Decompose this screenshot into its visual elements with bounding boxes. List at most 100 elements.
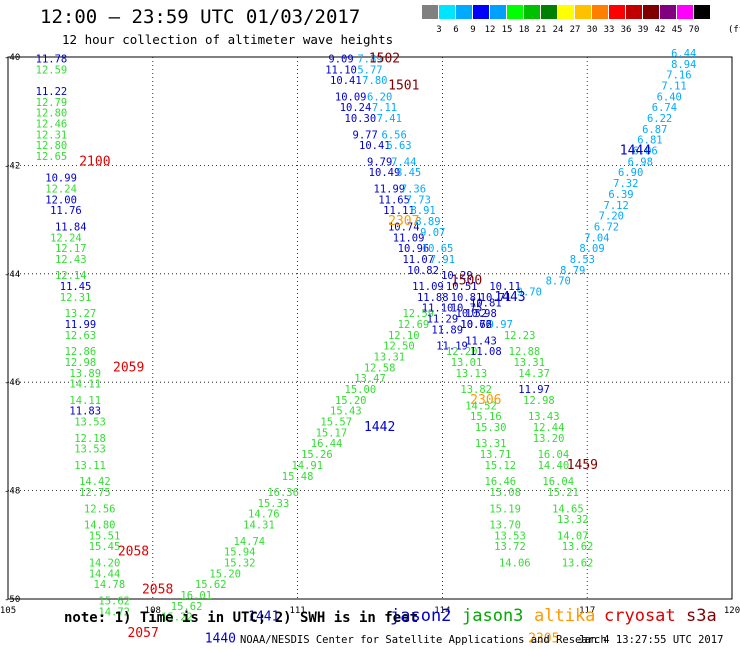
swh-value-label: 14.20	[89, 557, 121, 569]
swh-value-label: 10.98	[465, 308, 497, 320]
swh-value-label: 12.56	[84, 503, 116, 515]
swh-value-label: 6.39	[608, 189, 633, 201]
swh-value-label: 15.45	[89, 541, 121, 553]
swh-value-label: 15.20	[209, 568, 241, 580]
scale-swatch	[473, 5, 489, 19]
swh-value-label: 10.30	[345, 113, 377, 125]
swh-value-label: 9.79	[367, 156, 392, 168]
scale-swatch	[643, 5, 659, 19]
scale-swatch	[456, 5, 472, 19]
swh-value-label: 11.22	[36, 86, 68, 98]
swh-value-label: 13.31	[374, 352, 406, 364]
swh-value-label: 15.94	[224, 547, 256, 559]
pass-time-label: 2057	[127, 626, 158, 641]
swh-value-label: 11.19	[436, 341, 468, 353]
legend-item-jason3: jason3	[462, 606, 524, 626]
swh-value-label: 9.07	[420, 227, 445, 239]
pass-time-label: 1443	[494, 290, 525, 305]
x-tick-label: 120	[724, 606, 740, 616]
swh-value-label: 13.47	[354, 373, 386, 385]
pass-time-label: 1444	[620, 144, 651, 159]
swh-value-label: 14.65	[552, 503, 584, 515]
scale-label: 18	[518, 25, 530, 35]
swh-value-label: 6.56	[381, 129, 406, 141]
scale-label: 21	[535, 25, 547, 35]
swh-value-label: 15.48	[282, 471, 314, 483]
swh-value-label: 16.46	[485, 476, 517, 488]
swh-value-label: 8.94	[671, 59, 696, 71]
swh-value-label: 10.11	[489, 281, 521, 293]
swh-value-label: 13.20	[533, 433, 565, 445]
swh-value-label: 6.06	[632, 146, 657, 158]
swh-value-label: 12.98	[65, 357, 97, 369]
legend-item-jason2: jason2	[390, 606, 452, 626]
swh-value-label: 11.99	[65, 319, 97, 331]
timestamp-text: Jan 4 13:27:55 UTC 2017	[578, 634, 724, 646]
scale-label: 36	[620, 25, 632, 35]
swh-value-label: 13.11	[74, 460, 106, 472]
swh-value-label: 6.72	[594, 221, 619, 233]
scale-label: 70	[688, 25, 700, 35]
swh-value-label: 12.24	[45, 184, 77, 196]
y-tick-label: -44	[4, 270, 20, 280]
swh-value-label: 15.26	[301, 449, 333, 461]
pass-time-label: 1500	[451, 274, 482, 289]
swh-value-label: 6.40	[657, 91, 682, 103]
swh-value-label: 15.20	[335, 395, 367, 407]
swh-value-label: 15.00	[345, 384, 377, 396]
swh-value-label: 10.74	[388, 221, 420, 233]
swh-value-label: 7.36	[401, 184, 426, 196]
swh-value-label: 10.24	[340, 102, 372, 114]
swh-value-label: 15.22	[161, 612, 193, 624]
swh-value-label: 11.10	[422, 303, 454, 315]
pass-time-label: 1459	[567, 458, 598, 473]
swh-value-label: 12.18	[74, 433, 106, 445]
swh-value-label: 12.88	[509, 346, 541, 358]
swh-value-label: 10.81	[470, 297, 502, 309]
scale-label: 30	[586, 25, 598, 35]
swh-value-label: 10.72	[460, 319, 492, 331]
swh-value-label: 12.80	[36, 140, 68, 152]
swh-value-label: 10.41	[330, 75, 362, 87]
swh-value-label: 15.62	[171, 601, 203, 613]
scale-label: 24	[552, 25, 564, 35]
swh-value-label: 10.96	[398, 243, 430, 255]
swh-value-label: 14.72	[98, 606, 130, 618]
swh-value-label: 10.81	[451, 292, 483, 304]
y-tick-label: -46	[4, 378, 20, 388]
swh-value-label: 13.53	[74, 444, 106, 456]
swh-value-label: 15.08	[489, 487, 521, 499]
swh-value-label: 13.62	[562, 541, 594, 553]
swh-value-label: 8.70	[546, 276, 571, 288]
scale-label: 12	[484, 25, 496, 35]
pass-time-label: 2307	[388, 214, 419, 229]
swh-value-label: 7.11	[661, 81, 686, 93]
swh-value-label: 12.79	[36, 97, 68, 109]
scale-swatch	[422, 5, 438, 19]
swh-value-label: 14.40	[538, 460, 570, 472]
swh-value-label: 13.43	[528, 411, 560, 423]
swh-value-label: 15.12	[485, 460, 517, 472]
swh-value-label: 13.27	[65, 308, 97, 320]
swh-value-label: 8.89	[415, 216, 440, 228]
swh-value-label: 11.65	[378, 194, 410, 206]
swh-value-label: 15.32	[224, 557, 256, 569]
x-tick-label: 111	[289, 606, 305, 616]
swh-value-label: 8.53	[570, 254, 595, 266]
scale-label: 3	[436, 25, 442, 35]
swh-value-label: 6.22	[647, 113, 672, 125]
swh-value-label: 7.11	[372, 102, 397, 114]
swh-value-label: 8.09	[579, 243, 604, 255]
swh-value-label: 10.99	[45, 173, 77, 185]
scale-swatch	[490, 5, 506, 19]
page-subtitle: 12 hour collection of altimeter wave hei…	[62, 32, 394, 47]
swh-value-label: 12.58	[364, 362, 396, 374]
swh-value-label: 7.16	[666, 70, 691, 82]
swh-value-label: 12.24	[50, 232, 82, 244]
swh-value-label: 7.73	[406, 194, 431, 206]
swh-value-label: 14.74	[234, 536, 266, 548]
pass-time-label: 2306	[470, 393, 501, 408]
swh-value-label: 10.75	[451, 303, 483, 315]
pass-time-label: 1441	[248, 610, 279, 625]
